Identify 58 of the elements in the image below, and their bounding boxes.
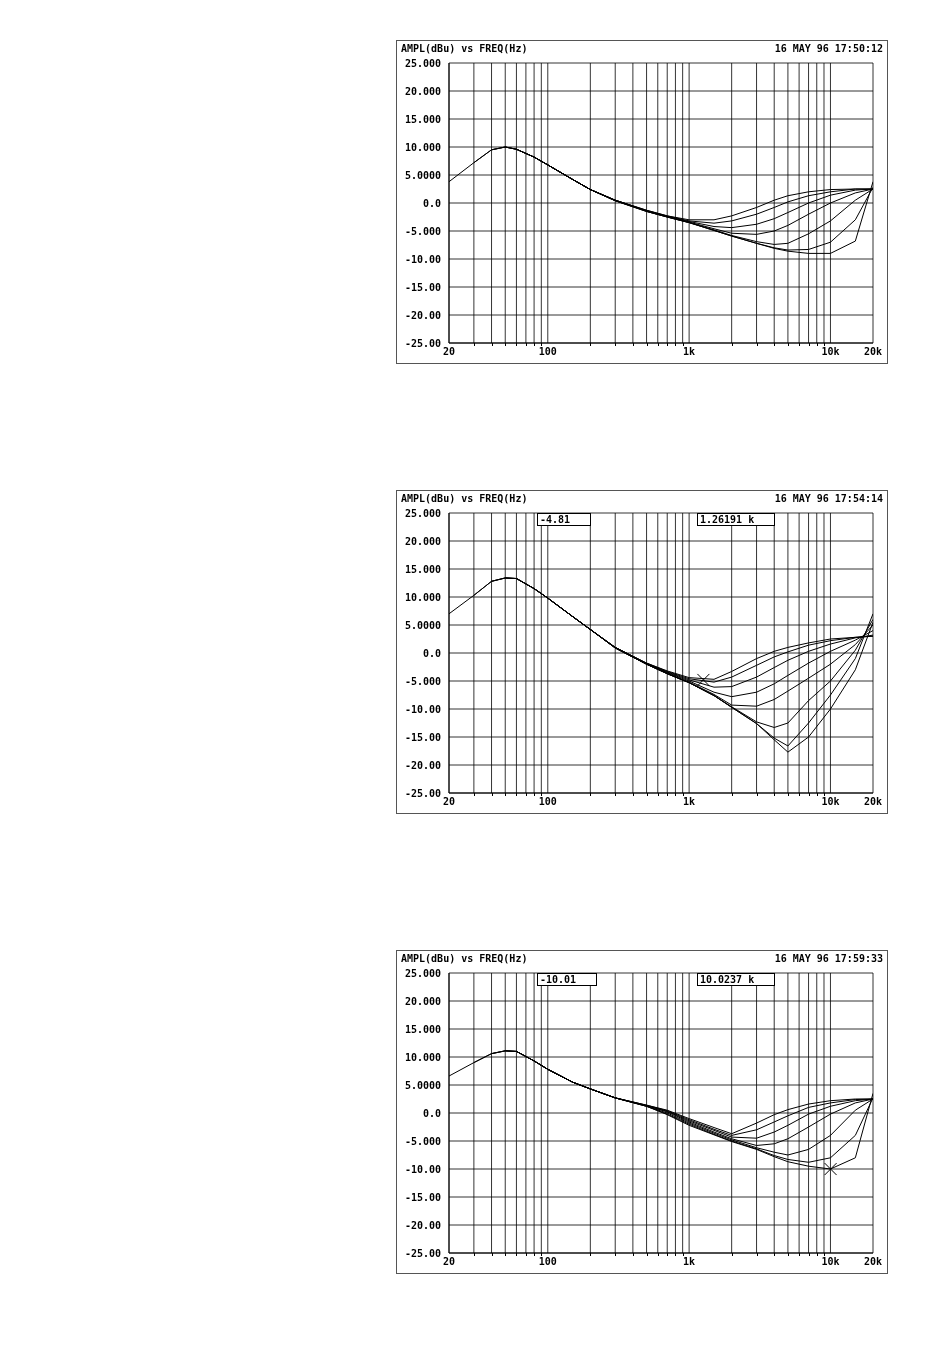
x-tick-label: 20 [442, 1256, 456, 1267]
annotation: 1.26191 k [697, 513, 776, 526]
y-tick-label: 25.000 [404, 57, 441, 69]
annotation: 10.0237 k [697, 973, 776, 986]
chart-title: AMPL(dBu) vs FREQ(Hz) [401, 43, 528, 54]
chart-subtitle: 16 MAY 96 17:54:14 [774, 493, 883, 504]
y-tick-label: -5.000 [404, 675, 441, 687]
y-tick-label: 10.000 [404, 141, 441, 153]
y-tick-label: 0.0 [422, 1107, 441, 1119]
x-tick-label: 20k [862, 796, 884, 807]
y-tick-label: 15.000 [404, 1023, 441, 1035]
y-tick-label: -15.00 [404, 1191, 441, 1203]
y-tick-label: 15.000 [404, 113, 441, 125]
y-tick-label: -10.00 [404, 253, 441, 265]
y-tick-label: -20.00 [404, 309, 441, 321]
y-tick-label: -15.00 [404, 281, 441, 293]
x-tick-label: 100 [537, 346, 558, 357]
y-tick-label: 0.0 [422, 197, 441, 209]
chart-title: AMPL(dBu) vs FREQ(Hz) [401, 953, 528, 964]
x-tick-label: 20k [862, 1256, 884, 1267]
x-tick-label: 20k [862, 346, 884, 357]
y-tick-label: 20.000 [404, 995, 441, 1007]
y-tick-label: 10.000 [404, 591, 441, 603]
annotation: -4.81 [537, 513, 592, 526]
y-tick-label: 5.0000 [404, 1079, 441, 1091]
y-tick-label: -5.000 [404, 1135, 441, 1147]
y-tick-label: -15.00 [404, 731, 441, 743]
x-tick-label: 20 [442, 346, 456, 357]
y-tick-label: 25.000 [404, 967, 441, 979]
x-tick-label: 10k [820, 1256, 841, 1267]
x-tick-label: 10k [820, 346, 841, 357]
x-tick-label: 1k [682, 1256, 697, 1267]
y-tick-label: -20.00 [404, 759, 441, 771]
chart-title: AMPL(dBu) vs FREQ(Hz) [401, 493, 528, 504]
y-tick-label: -25.00 [404, 1247, 441, 1259]
x-tick-label: 1k [682, 796, 697, 807]
y-tick-label: -5.000 [404, 225, 441, 237]
y-tick-label: 10.000 [404, 1051, 441, 1063]
chart-subtitle: 16 MAY 96 17:59:33 [774, 953, 883, 964]
y-tick-label: -20.00 [404, 1219, 441, 1231]
x-tick-label: 100 [537, 796, 558, 807]
chart-subtitle: 16 MAY 96 17:50:12 [774, 43, 883, 54]
annotation: -10.01 [537, 973, 598, 986]
y-tick-label: 0.0 [422, 647, 441, 659]
x-tick-label: 1k [682, 346, 697, 357]
y-tick-label: -25.00 [404, 787, 441, 799]
x-tick-label: 20 [442, 796, 456, 807]
y-tick-label: 5.0000 [404, 169, 441, 181]
y-tick-label: 5.0000 [404, 619, 441, 631]
y-tick-label: -10.00 [404, 1163, 441, 1175]
x-tick-label: 100 [537, 1256, 558, 1267]
y-tick-label: 25.000 [404, 507, 441, 519]
y-tick-label: -10.00 [404, 703, 441, 715]
x-tick-label: 10k [820, 796, 841, 807]
y-tick-label: -25.00 [404, 337, 441, 349]
y-tick-label: 20.000 [404, 535, 441, 547]
y-tick-label: 20.000 [404, 85, 441, 97]
y-tick-label: 15.000 [404, 563, 441, 575]
